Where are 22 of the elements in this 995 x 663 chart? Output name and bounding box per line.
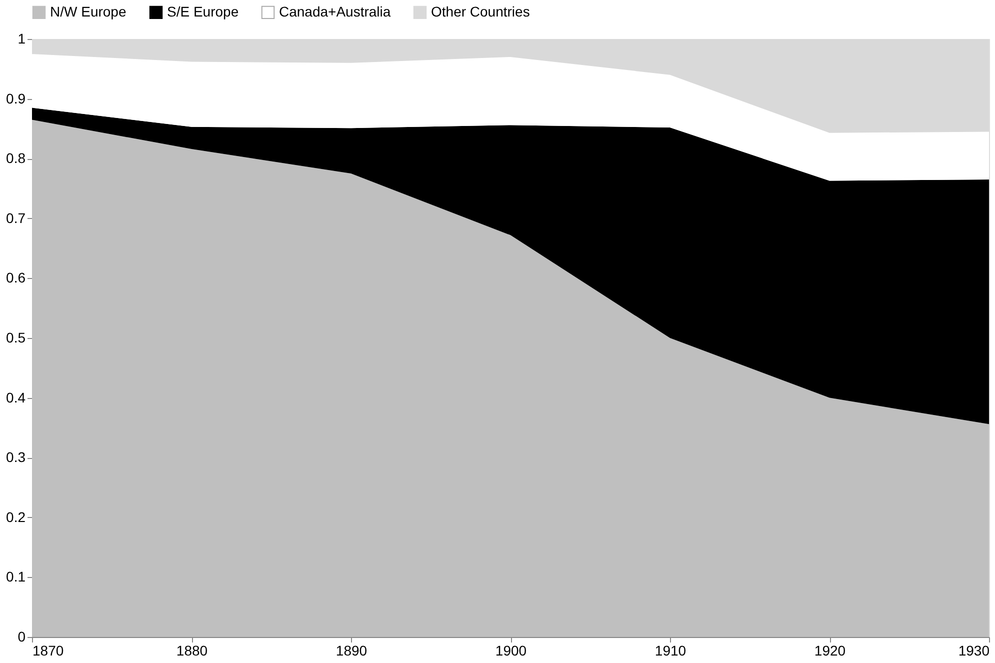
x-tick-label: 1880 xyxy=(176,642,208,658)
x-tick-label: 1920 xyxy=(814,642,846,658)
x-tick-label: 1930 xyxy=(958,642,990,658)
legend-label: N/W Europe xyxy=(50,3,126,20)
x-tick-label: 1900 xyxy=(495,642,527,658)
y-tick-label: 0 xyxy=(18,628,26,644)
legend-label: Other Countries xyxy=(431,3,530,20)
x-tick-label: 1890 xyxy=(336,642,368,658)
y-tick-label: 0.5 xyxy=(6,330,26,346)
y-tick-label: 0.1 xyxy=(6,568,26,585)
y-tick-label: 1 xyxy=(18,30,26,46)
x-tick-label: 1910 xyxy=(654,642,686,658)
y-tick-label: 0.6 xyxy=(6,270,26,286)
y-tick-label: 0.9 xyxy=(6,90,26,106)
x-tick-label: 1870 xyxy=(32,642,64,658)
y-tick-label: 0.4 xyxy=(6,389,26,406)
legend-label: Canada+Australia xyxy=(279,3,391,20)
y-tick-label: 0.2 xyxy=(6,508,26,525)
y-tick-label: 0.3 xyxy=(6,449,26,466)
y-tick-label: 0.8 xyxy=(6,150,26,166)
y-tick-label: 0.7 xyxy=(6,210,26,226)
legend-label: S/E Europe xyxy=(167,3,239,20)
